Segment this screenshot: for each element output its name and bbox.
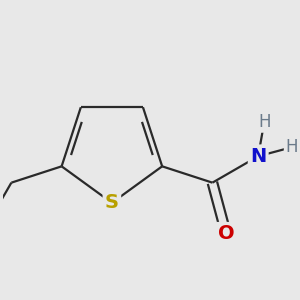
Text: H: H [285,138,298,156]
Text: H: H [258,113,270,131]
Text: S: S [105,194,119,212]
Text: O: O [218,224,234,243]
Text: N: N [250,147,266,166]
